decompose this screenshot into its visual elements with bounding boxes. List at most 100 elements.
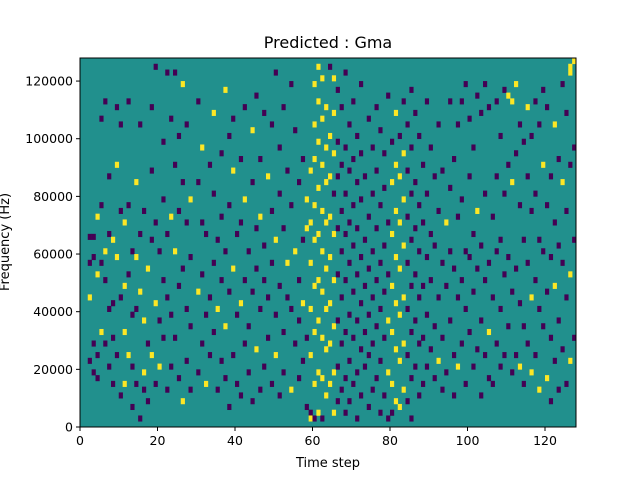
heatmap-cell (335, 271, 340, 278)
heatmap-cell (304, 403, 309, 411)
heatmap-cell (281, 328, 286, 336)
heatmap-cell (421, 161, 426, 168)
heatmap-cell (297, 375, 302, 382)
heatmap-cell (479, 392, 484, 399)
heatmap-cell (335, 398, 340, 405)
heatmap-cell (262, 277, 267, 284)
heatmap-cell (370, 144, 375, 151)
heatmap-cell (510, 369, 515, 376)
heatmap-cell (436, 357, 441, 364)
heatmap-cell (428, 144, 433, 151)
heatmap-cell (560, 346, 565, 353)
heatmap-cell (359, 346, 364, 353)
heatmap-cell (479, 242, 484, 249)
heatmap-cell (99, 259, 104, 266)
heatmap-cell (572, 58, 577, 65)
heatmap-cell (130, 403, 135, 411)
heatmap-cell (424, 311, 430, 318)
heatmap-cell (452, 392, 457, 399)
x-tick-label: 80 (382, 433, 398, 448)
heatmap-cell (459, 196, 464, 203)
heatmap-cell (347, 311, 352, 318)
heatmap-cell (324, 392, 329, 399)
heatmap-cell (173, 248, 178, 255)
heatmap-cell (118, 392, 123, 399)
heatmap-cell (211, 109, 216, 116)
heatmap-cell (514, 150, 519, 157)
heatmap-cell (525, 340, 530, 347)
heatmap-cell (568, 63, 573, 70)
heatmap-cell (483, 277, 488, 284)
heatmap-cell (386, 219, 391, 226)
heatmap-cell (258, 156, 263, 163)
heatmap-cell (343, 69, 348, 76)
heatmap-cell (421, 334, 426, 341)
heatmap-cell (545, 202, 550, 209)
plot-area (80, 58, 577, 427)
heatmap-cell (506, 254, 511, 261)
heatmap-cell (138, 230, 143, 238)
heatmap-cell (393, 207, 399, 214)
heatmap-cell (312, 202, 317, 209)
heatmap-cell (556, 317, 561, 324)
y-axis: 0 20000 40000 60000 80000 100000 120000 (25, 74, 80, 435)
heatmap-cell (463, 248, 468, 255)
heatmap-cell (188, 254, 193, 261)
heatmap-cell (359, 81, 364, 88)
heatmap-cell (207, 294, 213, 301)
heatmap-cell (417, 340, 422, 347)
heatmap-cell (254, 265, 259, 272)
heatmap-cell (463, 81, 468, 88)
heatmap-cell (521, 138, 526, 145)
heatmap-cell (169, 213, 174, 220)
heatmap-cell (370, 386, 375, 393)
heatmap-cell (366, 352, 371, 359)
heatmap-cell (471, 288, 476, 295)
heatmap-cell (436, 294, 441, 301)
heatmap-cell (161, 334, 166, 341)
heatmap-cell (459, 277, 464, 284)
heatmap-cell (401, 386, 406, 393)
heatmap-cell (316, 138, 321, 145)
heatmap-cell (355, 317, 360, 324)
heatmap-cell (99, 202, 104, 209)
heatmap-cell (227, 288, 232, 295)
heatmap-cell (273, 352, 278, 359)
heatmap-cell (312, 328, 317, 336)
heatmap-cell (87, 233, 92, 240)
heatmap-cell (506, 92, 511, 99)
heatmap-cell (417, 392, 422, 399)
heatmap-cell (370, 340, 375, 347)
heatmap-cell (409, 86, 414, 93)
heatmap-cell (165, 386, 170, 393)
heatmap-cell (308, 259, 313, 266)
heatmap-cell (134, 380, 139, 387)
heatmap-cell (390, 409, 395, 416)
heatmap-cell (107, 230, 112, 238)
heatmap-cell (548, 334, 554, 341)
heatmap-cell (300, 156, 306, 163)
heatmap-cell (374, 277, 379, 284)
heatmap-cell (219, 357, 224, 364)
heatmap-cell (529, 294, 534, 301)
heatmap-cell (502, 352, 507, 359)
heatmap-cell (362, 173, 368, 180)
heatmap-cell (134, 179, 139, 186)
heatmap-cell (347, 121, 352, 128)
heatmap-cell (331, 230, 337, 238)
heatmap-cell (281, 369, 286, 376)
heatmap-cell (142, 369, 147, 376)
heatmap-cell (452, 265, 457, 272)
heatmap-cell (343, 328, 348, 336)
heatmap-cell (91, 369, 96, 376)
heatmap-cell (393, 254, 399, 261)
heatmap-cell (405, 305, 410, 312)
heatmap-cell (568, 161, 573, 168)
heatmap-cell (200, 144, 205, 151)
heatmap-cell (262, 242, 267, 249)
heatmap-cell (227, 202, 232, 209)
heatmap-cell (378, 259, 383, 266)
heatmap-cell (215, 386, 220, 393)
heatmap-cell (467, 173, 472, 180)
